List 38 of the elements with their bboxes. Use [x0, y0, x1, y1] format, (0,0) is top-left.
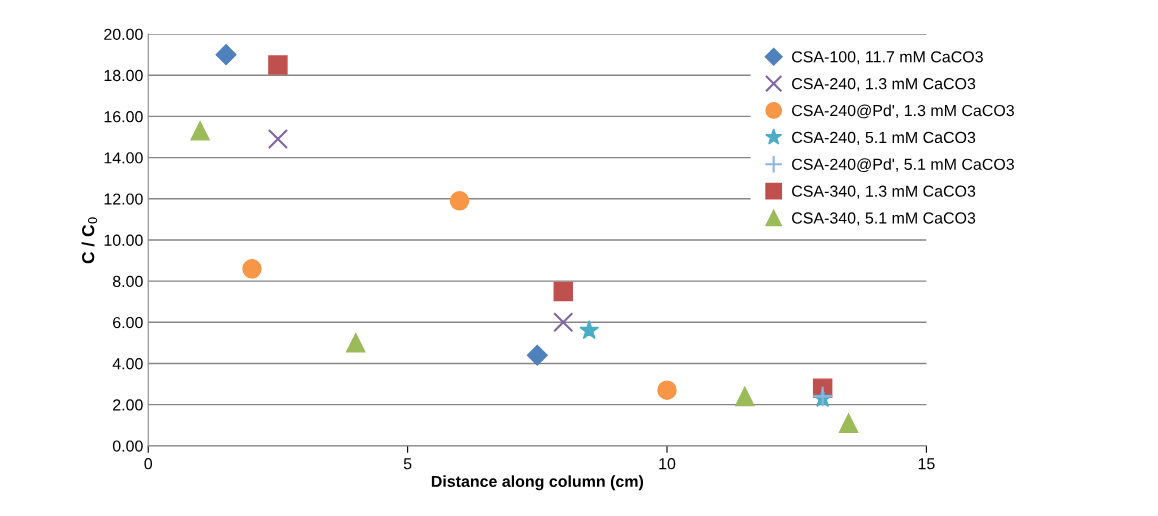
- point: [553, 312, 574, 333]
- legend-label: CSA-240@Pd', 1.3 mM CaCO3: [792, 104, 1014, 119]
- y-tick-label: 16.00: [104, 111, 143, 123]
- x-tick-label: 0: [144, 458, 153, 470]
- y-tick-label: 2.00: [113, 399, 143, 411]
- legend-label: CSA-340, 5.1 mM CaCO3: [792, 212, 976, 226]
- point: [346, 333, 366, 353]
- y-tick-label: 6.00: [113, 316, 143, 329]
- point: [579, 320, 600, 340]
- x-tick-label: 15: [918, 458, 935, 470]
- point: [838, 413, 859, 433]
- y-tick-label: 14.00: [104, 152, 143, 164]
- point: [215, 44, 237, 66]
- point: [526, 344, 548, 366]
- y-tick-label: 4.00: [112, 358, 143, 370]
- y-tick-label: 10.00: [104, 234, 143, 246]
- y-tick-label: 8.00: [112, 275, 143, 288]
- point: [449, 191, 470, 211]
- x-tick-label: 5: [403, 458, 412, 470]
- legend-label: CSA-240, 1.3 mM CaCO3: [792, 78, 976, 92]
- x-axis-title: Distance along column (cm): [431, 475, 644, 491]
- point: [735, 386, 755, 407]
- legend-label: CSA-340, 1.3 mM CaCO3: [792, 185, 976, 199]
- point: [268, 55, 288, 75]
- y-tick-label: 12.00: [104, 193, 143, 205]
- y-axis-title: C / C$_{0}$: [81, 217, 98, 264]
- point: [657, 380, 677, 400]
- y-tick-label: 0.00: [112, 440, 143, 452]
- legend-label: CSA-240@Pd', 5.1 mM CaCO3: [792, 158, 1014, 172]
- point: [190, 121, 210, 141]
- y-tick-label: 18.00: [104, 69, 143, 82]
- point: [267, 128, 288, 150]
- legend-label: CSA-240, 5.1 mM CaCO3: [792, 131, 976, 145]
- point: [242, 259, 262, 279]
- x-tick-label: 10: [659, 458, 676, 470]
- y-tick-label: 20.00: [104, 28, 143, 40]
- legend-label: CSA-100, 11.7 mM CaCO3: [792, 51, 983, 65]
- point: [553, 281, 573, 302]
